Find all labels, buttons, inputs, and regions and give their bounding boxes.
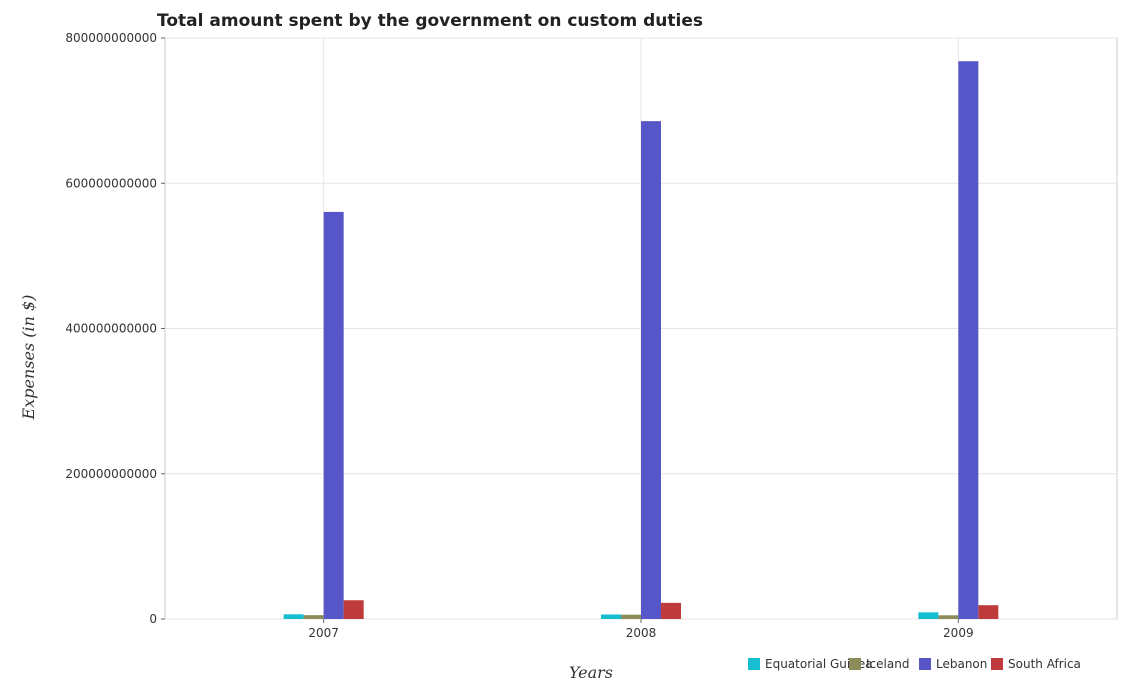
bar-iceland-2008 — [621, 614, 641, 619]
y-tick-label: 400000000000 — [65, 322, 157, 336]
bar-lebanon-2008 — [641, 121, 661, 619]
bar-iceland-2007 — [303, 615, 324, 619]
legend-label: South Africa — [1008, 657, 1081, 671]
legend-label: Equatorial Guinea — [765, 657, 873, 671]
bar-iceland-2009 — [938, 615, 959, 619]
y-axis-label: Expenses (in $) — [19, 295, 38, 421]
chart-title: Total amount spent by the government on … — [157, 11, 703, 31]
axis-layer: 0 200000000000 400000000000 600000000000 800… — [65, 31, 973, 640]
x-axis-label: Years — [569, 663, 613, 682]
y-tick-label: 0 — [149, 612, 157, 626]
y-tick-label: 800000000000 — [65, 31, 157, 45]
legend-swatch — [849, 658, 861, 670]
legend-item: Lebanon — [919, 657, 987, 671]
bar-south-africa-2009 — [978, 605, 999, 619]
bar-equatorial-guinea-2007 — [283, 614, 304, 619]
x-tick-label: 2009 — [943, 626, 974, 640]
legend-label: Iceland — [866, 657, 909, 671]
bar-south-africa-2008 — [661, 602, 681, 619]
legend-item: Equatorial Guinea — [748, 657, 873, 671]
x-tick-label: 2007 — [308, 626, 339, 640]
bar-south-africa-2007 — [343, 600, 364, 619]
bar-equatorial-guinea-2008 — [601, 614, 621, 619]
bars-layer — [283, 61, 999, 620]
bar-equatorial-guinea-2009 — [918, 612, 939, 619]
y-tick-label: 200000000000 — [65, 467, 157, 481]
x-tick-label: 2008 — [626, 626, 657, 640]
legend-item: Iceland — [849, 657, 909, 671]
legend-swatch — [991, 658, 1003, 670]
y-tick-label: 600000000000 — [65, 176, 157, 190]
bar-lebanon-2007 — [323, 211, 344, 619]
legend-item: South Africa — [991, 657, 1081, 671]
bar-lebanon-2009 — [958, 61, 979, 620]
legend-swatch — [748, 658, 760, 670]
legend-swatch — [919, 658, 931, 670]
legend-label: Lebanon — [936, 657, 987, 671]
